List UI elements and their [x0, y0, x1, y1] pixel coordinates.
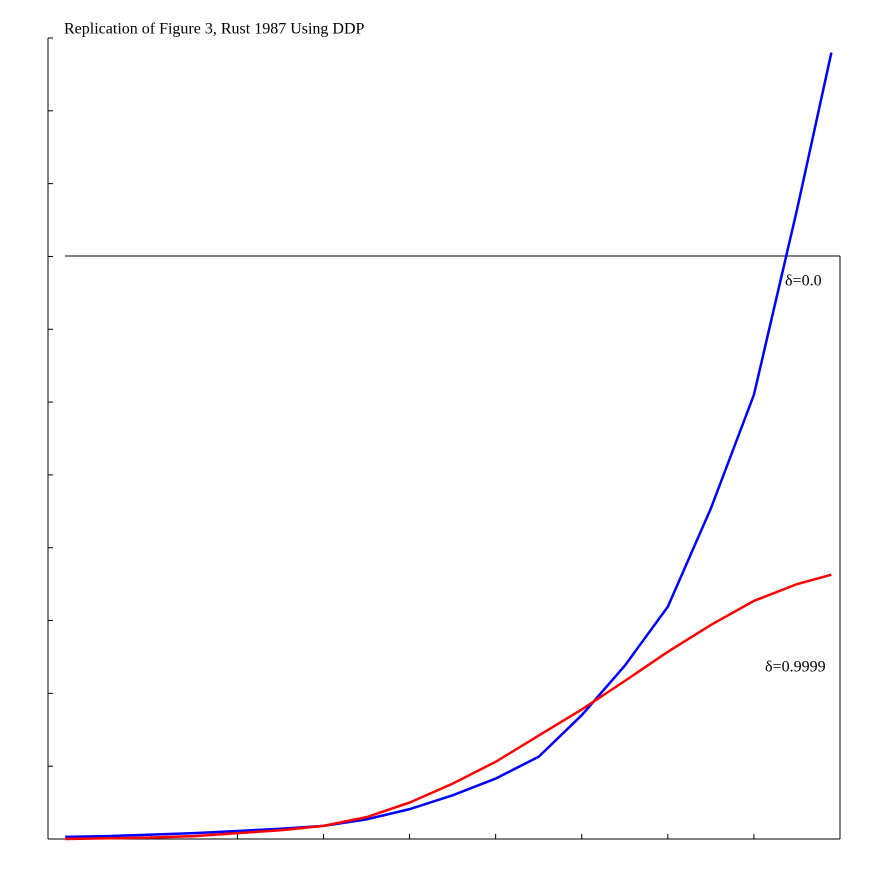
annotation: δ=0.0	[785, 273, 822, 290]
series-line	[65, 52, 833, 839]
annotation: δ=0.9999	[765, 659, 826, 676]
series-line	[65, 573, 832, 841]
chart-title: Replication of Figure 3, Rust 1987 Using…	[64, 21, 365, 38]
